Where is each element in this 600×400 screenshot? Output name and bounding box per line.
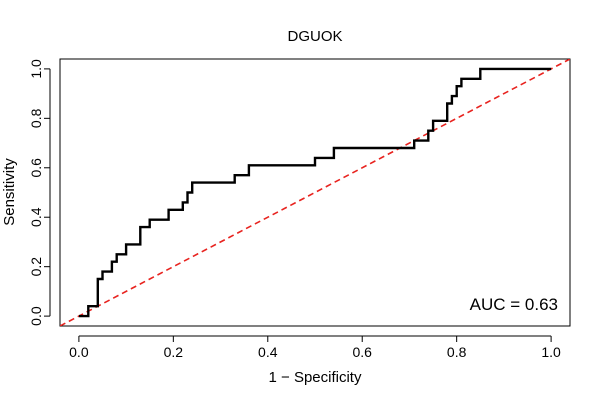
plot-frame bbox=[59, 58, 571, 327]
y-tick-label: 0.6 bbox=[28, 158, 44, 178]
y-axis: 0.0 0.2 0.4 0.6 0.8 1.0 bbox=[28, 59, 51, 326]
y-tick-label: 0.2 bbox=[28, 257, 44, 277]
y-tick-label: 0.0 bbox=[28, 306, 44, 326]
y-axis-title: Sensitivity bbox=[1, 158, 18, 226]
series-layer bbox=[60, 59, 570, 326]
chart-title: DGUOK bbox=[287, 28, 342, 45]
x-tick-label: 0.6 bbox=[352, 344, 372, 360]
x-tick-label: 0.4 bbox=[258, 344, 278, 360]
y-tick-label: 1.0 bbox=[28, 59, 44, 79]
x-axis: 0.0 0.2 0.4 0.6 0.8 1.0 bbox=[69, 335, 561, 360]
x-axis-title: 1 − Specificity bbox=[269, 369, 362, 386]
x-tick-label: 0.0 bbox=[69, 344, 89, 360]
x-tick-label: 0.8 bbox=[447, 344, 467, 360]
auc-annotation: AUC = 0.63 bbox=[470, 295, 558, 314]
x-tick-label: 1.0 bbox=[541, 344, 561, 360]
reference-diagonal-line bbox=[60, 59, 570, 326]
y-tick-label: 0.4 bbox=[28, 207, 44, 227]
y-tick-label: 0.8 bbox=[28, 108, 44, 128]
x-tick-label: 0.2 bbox=[164, 344, 184, 360]
roc-curve-line bbox=[78, 67, 552, 318]
